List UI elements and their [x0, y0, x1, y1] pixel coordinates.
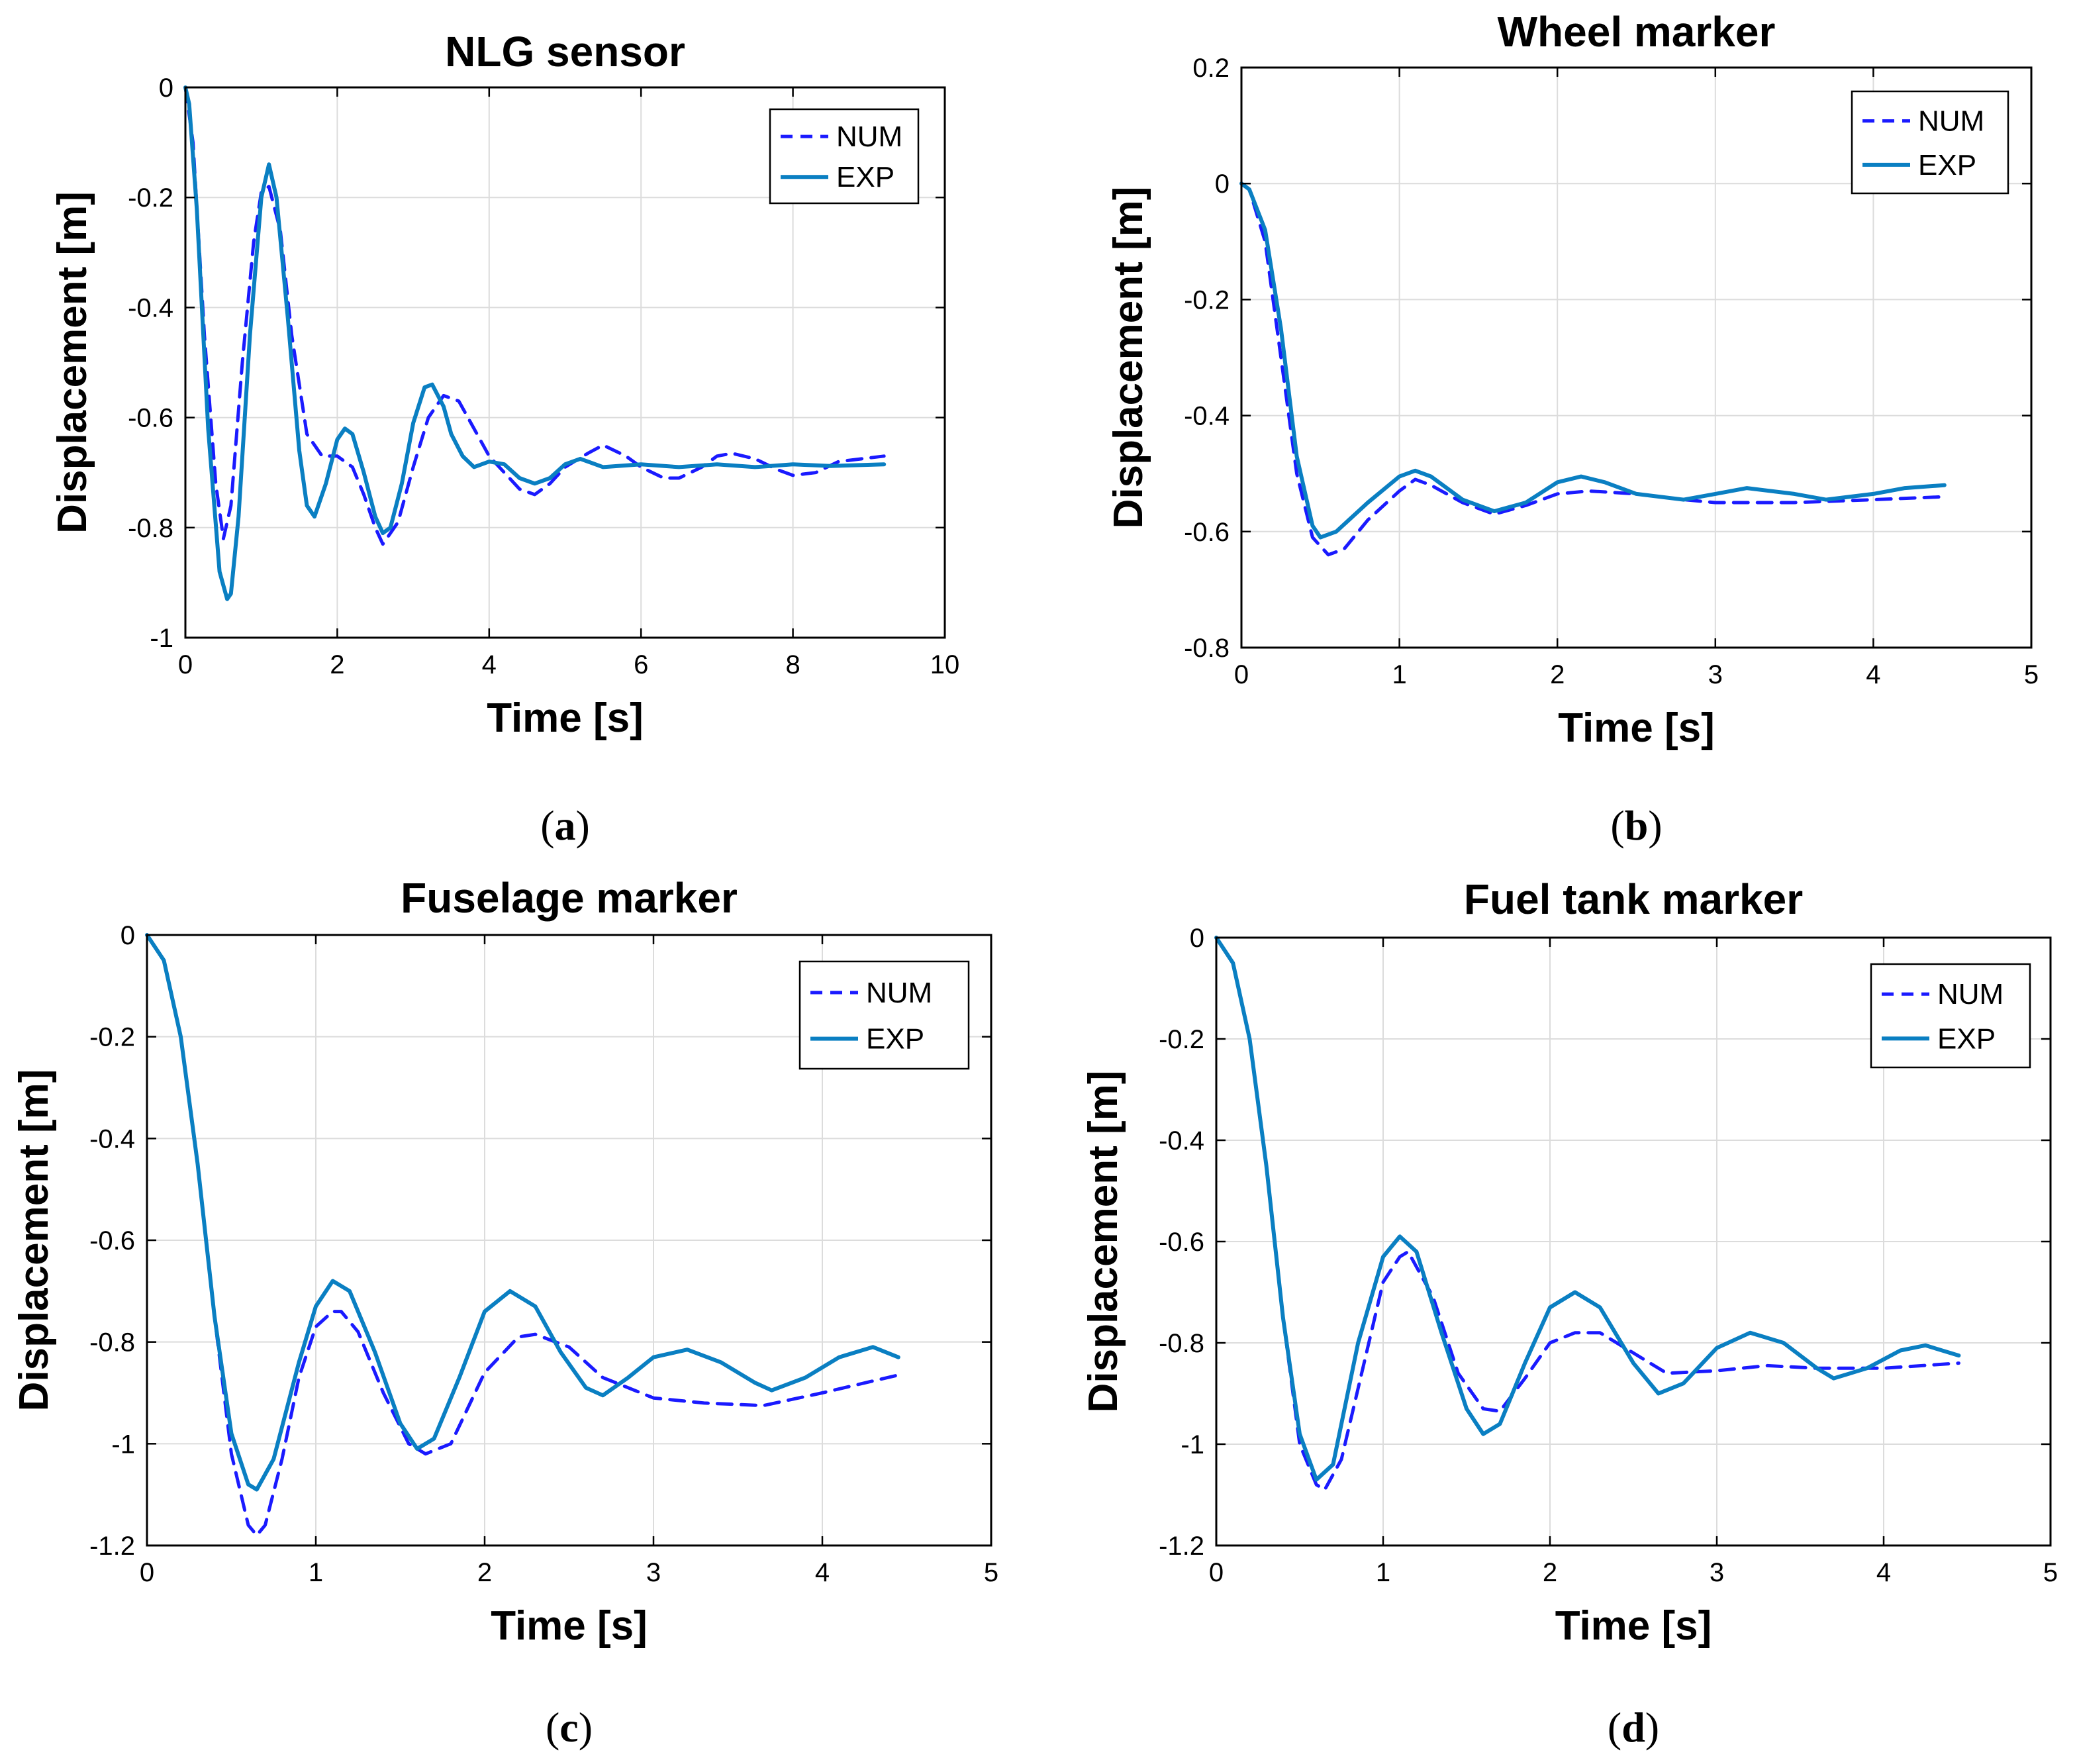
y-tick-label: 0 [159, 74, 173, 103]
legend-label-exp: EXP [866, 1023, 924, 1055]
y-tick-label: -0.8 [128, 514, 173, 543]
y-axis-label: Displacement [m] [1081, 1071, 1126, 1413]
y-tick-label: 0 [1190, 924, 1204, 953]
y-tick-label: -0.4 [1184, 402, 1230, 431]
y-tick-label: -0.8 [1184, 634, 1230, 663]
legend-box [798, 960, 970, 1070]
panel-caption: (d) [1608, 1704, 1659, 1751]
legend: NUM EXP [798, 960, 970, 1070]
y-tick-label: -1.2 [1159, 1532, 1204, 1561]
y-tick-label: -0.2 [128, 183, 173, 213]
y-tick-label: -1.2 [89, 1532, 135, 1561]
legend-label-num: NUM [1918, 105, 1984, 138]
y-tick-label: -0.8 [1159, 1329, 1204, 1358]
x-axis-label: Time [s] [487, 695, 644, 741]
x-tick-label: 0 [140, 1558, 154, 1587]
panel-caption-letter: c [559, 1704, 578, 1751]
y-tick-label: -1 [111, 1430, 135, 1459]
legend-label-num: NUM [866, 977, 932, 1009]
x-tick-label: 3 [1708, 660, 1723, 689]
x-tick-label: 4 [1876, 1558, 1891, 1587]
legend-box [769, 108, 920, 205]
chart-panel-a: 0 2 4 6 8 10 0 -0.2 -0.4 -0.6 -0.8 -1 NLG sensor Time… [50, 28, 959, 849]
chart-title: NLG sensor [445, 28, 685, 75]
x-tick-label: 5 [984, 1558, 998, 1587]
x-axis-label: Time [s] [1555, 1603, 1712, 1649]
axes-box [184, 86, 946, 639]
chart-title: Wheel marker [1498, 8, 1776, 56]
legend-label-num: NUM [1937, 978, 2004, 1010]
x-tick-label: 4 [815, 1558, 830, 1587]
x-tick-label: 1 [309, 1558, 323, 1587]
legend-label-num: NUM [836, 121, 902, 153]
y-tick-label: -0.2 [1159, 1025, 1204, 1054]
legend-label-exp: EXP [836, 161, 894, 193]
x-tick-label: 2 [1550, 660, 1565, 689]
chart-title: Fuel tank marker [1464, 875, 1803, 923]
legend-box [1870, 963, 2031, 1069]
x-tick-label: 10 [930, 650, 960, 679]
x-tick-label: 1 [1376, 1558, 1390, 1587]
y-tick-label: -0.6 [1159, 1228, 1204, 1257]
y-axis-label: Displacement [m] [1106, 187, 1151, 529]
series-line-exp [145, 933, 900, 1492]
x-tick-label: 4 [482, 650, 497, 679]
series-line-exp [1239, 181, 1947, 540]
legend: NUM EXP [769, 108, 920, 205]
x-tick-label: 1 [1392, 660, 1406, 689]
y-tick-label: -0.8 [89, 1328, 135, 1357]
y-axis-label: Displacement [m] [11, 1069, 57, 1412]
y-tick-label: 0 [121, 921, 135, 950]
y-tick-label: -1 [150, 624, 173, 653]
series-line-exp [183, 85, 887, 601]
y-tick-label: -0.6 [128, 404, 173, 433]
x-tick-label: 2 [477, 1558, 492, 1587]
x-tick-label: 3 [1710, 1558, 1724, 1587]
y-tick-label: -1 [1181, 1430, 1204, 1459]
x-tick-label: 0 [178, 650, 193, 679]
x-axis-label: Time [s] [491, 1603, 648, 1649]
legend: NUM EXP [1851, 90, 2009, 195]
y-tick-label: -0.2 [1184, 285, 1230, 315]
panel-caption: (a) [540, 802, 590, 849]
x-tick-label: 6 [634, 650, 648, 679]
x-tick-label: 4 [1866, 660, 1880, 689]
y-tick-label: -0.6 [1184, 518, 1230, 547]
chart-panel-d: 0 1 2 3 4 5 0 -0.2 -0.4 -0.6 -0.8 -1 -1.2 Fuel tank m… [1081, 875, 2058, 1751]
series-line-exp [1214, 936, 1961, 1482]
axes-box [1240, 66, 2033, 649]
y-axis-label: Displacement [m] [50, 191, 95, 534]
panel-caption: (c) [546, 1704, 593, 1751]
panel-caption: (b) [1610, 802, 1662, 849]
x-tick-label: 0 [1234, 660, 1249, 689]
x-tick-label: 5 [2024, 660, 2039, 689]
y-tick-label: -0.4 [89, 1124, 135, 1153]
chart-title: Fuselage marker [401, 874, 738, 922]
y-tick-label: -0.2 [89, 1023, 135, 1052]
legend-label-exp: EXP [1937, 1022, 1996, 1055]
y-tick-label: -0.6 [89, 1226, 135, 1255]
y-tick-label: -0.4 [1159, 1126, 1204, 1155]
legend: NUM EXP [1870, 963, 2031, 1069]
legend-box [1851, 90, 2009, 195]
x-tick-label: 8 [785, 650, 800, 679]
chart-panel-b: 0 1 2 3 4 5 0.2 0 -0.2 -0.4 -0.6 -0.8 Wheel marker Ti… [1106, 8, 2039, 849]
y-tick-label: 0 [1215, 170, 1230, 199]
panel-caption-letter: d [1621, 1704, 1645, 1751]
legend-label-exp: EXP [1918, 149, 1976, 181]
x-axis-label: Time [s] [1558, 705, 1715, 751]
x-tick-label: 3 [646, 1558, 661, 1587]
panel-caption-letter: b [1625, 802, 1649, 849]
x-tick-label: 5 [2043, 1558, 2058, 1587]
y-tick-label: 0.2 [1192, 54, 1230, 83]
series-line-num [1239, 181, 1947, 557]
y-tick-label: -0.4 [128, 293, 173, 322]
panel-caption-letter: a [555, 802, 576, 849]
x-tick-label: 0 [1209, 1558, 1224, 1587]
x-tick-label: 2 [1543, 1558, 1557, 1587]
x-tick-label: 2 [330, 650, 344, 679]
chart-panel-c: 0 1 2 3 4 5 0 -0.2 -0.4 -0.6 -0.8 -1 -1.2 Fuselage ma… [11, 874, 998, 1751]
series-line-num [183, 85, 886, 546]
